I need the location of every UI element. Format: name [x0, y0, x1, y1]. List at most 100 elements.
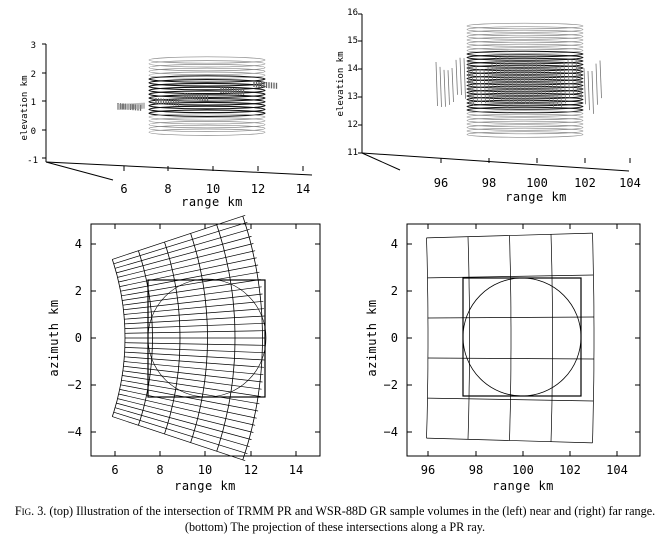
y-tick-label: 0	[391, 331, 398, 345]
azimuth-ray	[124, 356, 264, 368]
pr-intersection-blob	[511, 69, 514, 105]
gr-polar-grid	[111, 214, 265, 462]
y-tick-label: −2	[68, 378, 82, 392]
sample-volume-ellipse	[466, 113, 584, 121]
pr-footprint-square	[147, 279, 266, 398]
azimuth-ray	[427, 397, 594, 402]
figure-3: 3 2 1 0 -1 elevation km 6 8 10 12 14 ran…	[20, 8, 641, 493]
azimuth-ray	[113, 411, 248, 455]
z-tick-label: 11	[347, 148, 358, 158]
y-axis-line	[45, 161, 114, 181]
azimuth-ray	[124, 351, 265, 361]
sample-volume-ellipse	[466, 124, 584, 131]
y-tick-label: 2	[391, 284, 398, 298]
pr-intersection-blob	[579, 63, 582, 98]
pr-intersection-blob	[447, 70, 450, 105]
azimuth-ray	[118, 250, 256, 283]
x-tick-label: 10	[206, 182, 220, 196]
sample-volume-ellipse	[148, 117, 266, 125]
sample-volume-ellipse	[466, 22, 584, 30]
sample-volume-ellipse	[466, 64, 584, 72]
pr-ray-intersections	[435, 56, 602, 114]
pr-intersection-blob	[559, 64, 562, 108]
sample-volume-ellipse	[466, 47, 584, 54]
pr-intersection-blob	[451, 67, 454, 103]
pr-footprint-circle	[462, 277, 582, 397]
azimuth-ray	[122, 279, 261, 301]
z-tick-label: 16	[347, 8, 358, 18]
sample-volume-ellipse	[466, 43, 584, 51]
pr-intersection-blob	[551, 71, 554, 108]
pr-intersection-blob	[495, 56, 498, 98]
sample-volume-ellipse	[148, 105, 266, 114]
axis-ticks	[407, 224, 640, 456]
sample-volume-ellipse	[466, 120, 584, 128]
gr-sample-volume-ellipses	[148, 56, 266, 136]
pr-intersection-blob	[563, 61, 566, 104]
azimuth-ray	[117, 243, 254, 278]
pr-intersection-blob	[519, 68, 522, 104]
azimuth-ray	[122, 375, 261, 397]
x-axis-label: range km	[492, 479, 554, 493]
x-tick-label: 6	[111, 463, 118, 477]
sample-volume-ellipse	[148, 101, 266, 110]
azimuth-ray	[124, 315, 265, 325]
y-tick-label: 4	[75, 237, 82, 251]
azimuth-ray	[427, 274, 594, 279]
pr-intersection-blob	[459, 57, 462, 96]
azimuth-ray	[122, 286, 262, 306]
sample-volume-ellipse	[466, 36, 584, 44]
azimuth-ray	[124, 342, 265, 346]
x-tick-label: 6	[120, 182, 127, 196]
x-tick-label: 102	[559, 463, 581, 477]
pr-intersection-blob	[531, 60, 534, 103]
sample-volume-ellipse	[466, 40, 584, 47]
pr-intersection-blob	[567, 59, 570, 98]
z-tick-label: 2	[31, 70, 36, 80]
sample-volume-ellipse	[466, 33, 584, 40]
pr-intersection-blob	[483, 69, 486, 104]
pr-intersection-blob	[535, 56, 538, 95]
pr-intersection-blob	[439, 66, 442, 107]
range-arc	[426, 237, 429, 439]
x-tick-label: 12	[251, 182, 265, 196]
pr-intersection-blob	[571, 60, 574, 96]
z-ticks	[42, 43, 46, 159]
pr-intersection-blob	[507, 65, 510, 102]
pr-intersection-blob	[543, 64, 546, 99]
pr-intersection-blob	[595, 63, 598, 105]
x-tick-label: 100	[512, 463, 534, 477]
azimuth-ray	[427, 316, 594, 319]
sample-volume-ellipse	[148, 82, 266, 91]
range-arc	[592, 233, 595, 443]
azimuth-ray	[112, 416, 246, 462]
x-tick-label: 102	[574, 176, 596, 190]
pr-intersection-blob	[555, 67, 558, 106]
x-tick-label: 96	[421, 463, 435, 477]
azimuth-ray	[115, 228, 250, 269]
plot-frame	[406, 223, 641, 457]
pr-intersection-blob	[491, 63, 494, 102]
z-ticks	[358, 13, 362, 154]
y-tick-label: 4	[391, 237, 398, 251]
azimuth-ray	[123, 300, 264, 315]
panel-bottom-right: 4 2 0 −2 −4 azimuth km 96 98 100 102 104…	[365, 223, 641, 493]
azimuth-ray	[120, 384, 259, 412]
range-arc	[467, 236, 470, 440]
sample-volume-ellipse	[466, 68, 584, 75]
sample-volume-ellipse	[148, 128, 266, 136]
y-axis-label: azimuth km	[47, 299, 61, 376]
pr-intersection-blob	[435, 61, 438, 107]
range-arc	[550, 234, 553, 442]
panel-bottom-left: 4 2 0 −2 −4 azimuth km 6 8 10 12 14 rang…	[47, 214, 321, 493]
x-tick-label: 14	[289, 463, 303, 477]
x-tick-label: 12	[244, 463, 258, 477]
pr-intersection-blob	[527, 62, 530, 105]
x-ticks	[123, 166, 304, 171]
sample-volume-ellipse	[148, 79, 266, 87]
azimuth-ray	[426, 437, 593, 444]
z-tick-label: -1	[27, 156, 38, 166]
caption-text: (top) Illustration of the intersection o…	[46, 504, 656, 534]
pr-footprint-square	[462, 277, 582, 397]
sample-volume-ellipse	[148, 64, 266, 72]
